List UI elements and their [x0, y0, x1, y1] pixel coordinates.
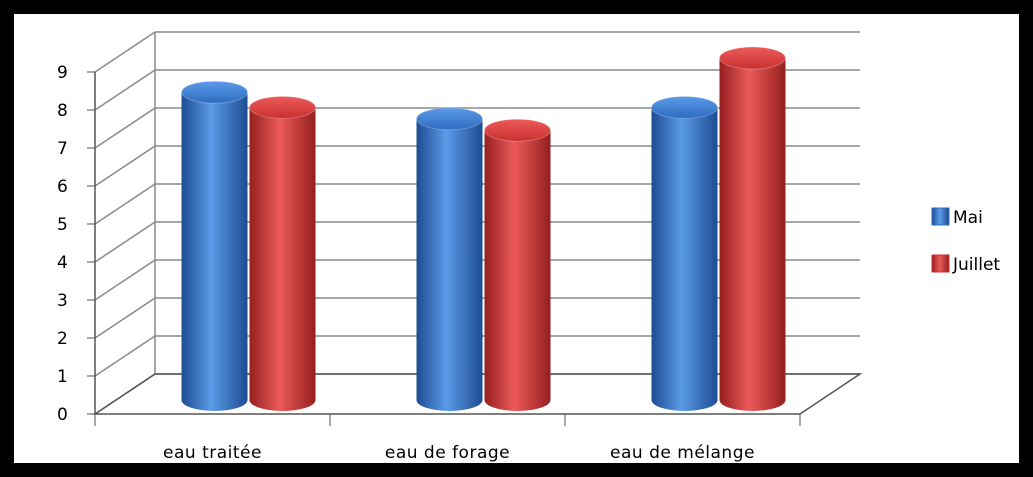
bar-juillet-0 [249, 107, 316, 411]
bar-top-mai-1 [416, 107, 483, 131]
bar-top-juillet-0 [249, 95, 316, 119]
legend-label: Mai [953, 208, 983, 228]
gridline-side [94, 259, 156, 301]
gridline-side [94, 221, 156, 263]
gridline-side [94, 145, 156, 187]
legend: Mai Juillet [931, 207, 1000, 275]
legend-label: Juillet [952, 255, 1000, 275]
y-tick-label: 0 [57, 405, 68, 425]
legend-swatch [931, 207, 950, 226]
y-tick-label: 2 [57, 329, 68, 349]
y-tick-label: 4 [57, 253, 68, 273]
legend-swatch [931, 254, 950, 273]
gridline-side [94, 183, 156, 225]
bar-mai-0 [181, 92, 248, 411]
bar-mai-2 [651, 107, 718, 412]
y-tick-label: 7 [57, 139, 68, 159]
bar-top-juillet-2 [719, 46, 786, 70]
gridline-side [94, 297, 156, 339]
gridline-side [94, 69, 156, 111]
x-category-label: eau de forage [385, 443, 510, 463]
y-tick-label: 1 [57, 367, 68, 387]
bar-juillet-1 [484, 130, 551, 411]
y-tick-label: 9 [57, 63, 68, 83]
x-category-label: eau de mélange [610, 443, 755, 463]
x-category-label: eau traitée [163, 443, 262, 463]
gridline-side [94, 107, 156, 149]
y-tick-label: 6 [57, 177, 68, 197]
gridline-side [94, 31, 156, 73]
bar-top-juillet-1 [484, 118, 551, 142]
bar-mai-1 [416, 118, 483, 412]
y-tick-label: 5 [57, 215, 68, 235]
plot-area: 0 1 2 3 4 5 6 7 8 9 eau traitée eau de forage eau de… [57, 31, 863, 463]
bar-top-mai-0 [181, 80, 248, 104]
y-tick-label: 8 [57, 101, 68, 121]
y-tick-label: 3 [57, 291, 68, 311]
bar-top-mai-2 [651, 95, 718, 119]
gridline-side [94, 335, 156, 377]
bar-juillet-2 [719, 58, 786, 411]
